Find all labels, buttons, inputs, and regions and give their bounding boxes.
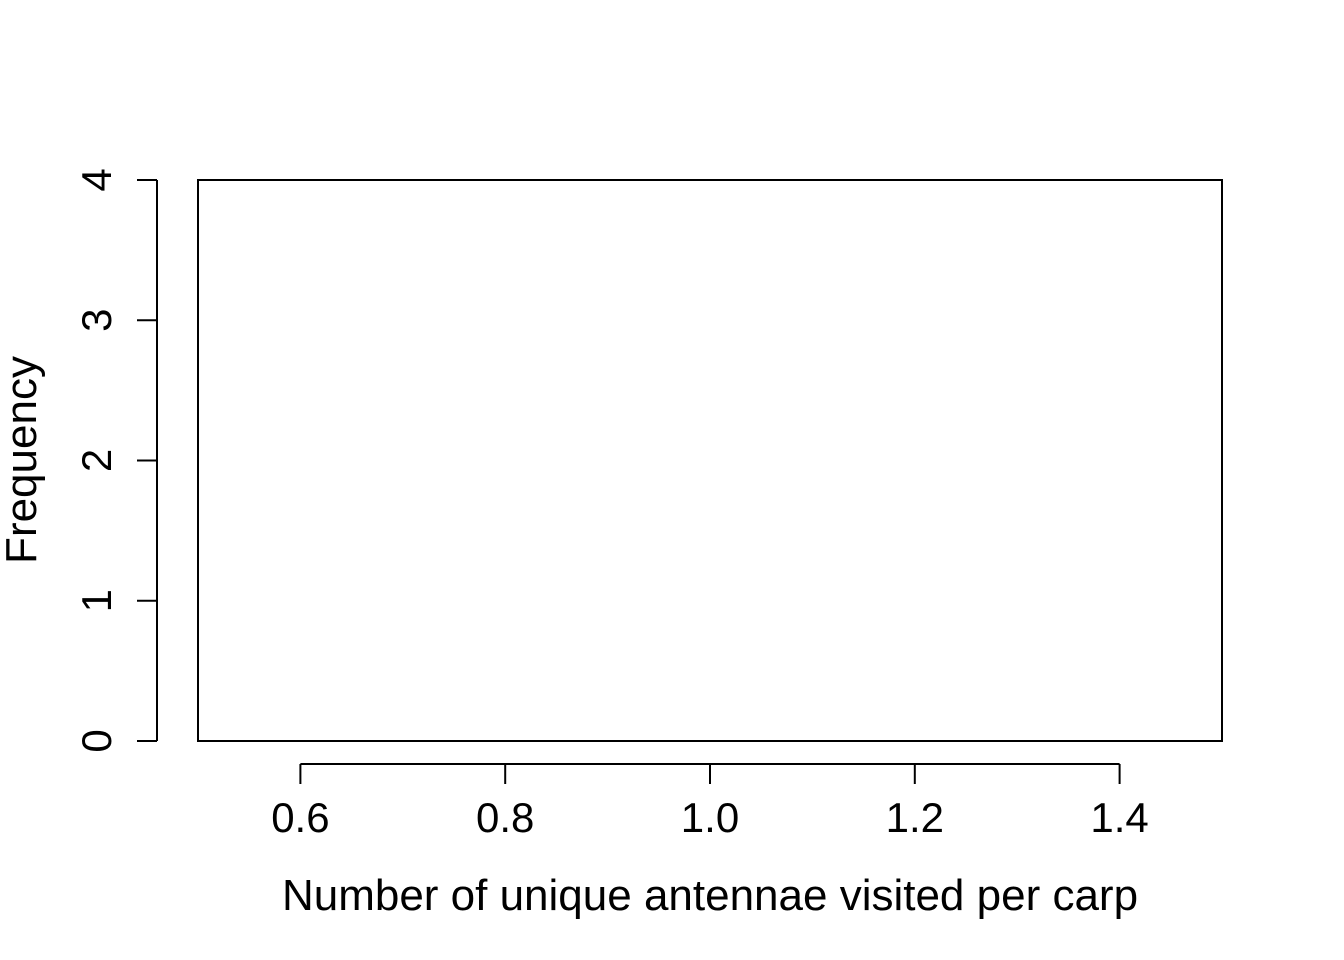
x-axis-title: Number of unique antennae visited per ca… [282,871,1138,920]
y-tick-label: 1 [73,589,120,612]
y-tick-label: 4 [73,168,120,191]
x-tick-label: 0.8 [476,794,534,841]
y-tick-label: 2 [73,449,120,472]
x-tick-label: 1.2 [886,794,944,841]
y-axis-title: Frequency [0,356,46,564]
plot-box [197,179,1223,742]
x-tick-label: 0.6 [271,794,329,841]
x-axis: 0.6 0.8 1.0 1.2 1.4 [271,763,1149,841]
y-axis: 0 1 2 3 4 [73,168,158,753]
y-tick-label: 3 [73,309,120,332]
x-tick-label: 1.4 [1090,794,1148,841]
x-tick-label: 1.0 [681,794,739,841]
y-tick-label: 0 [73,729,120,752]
